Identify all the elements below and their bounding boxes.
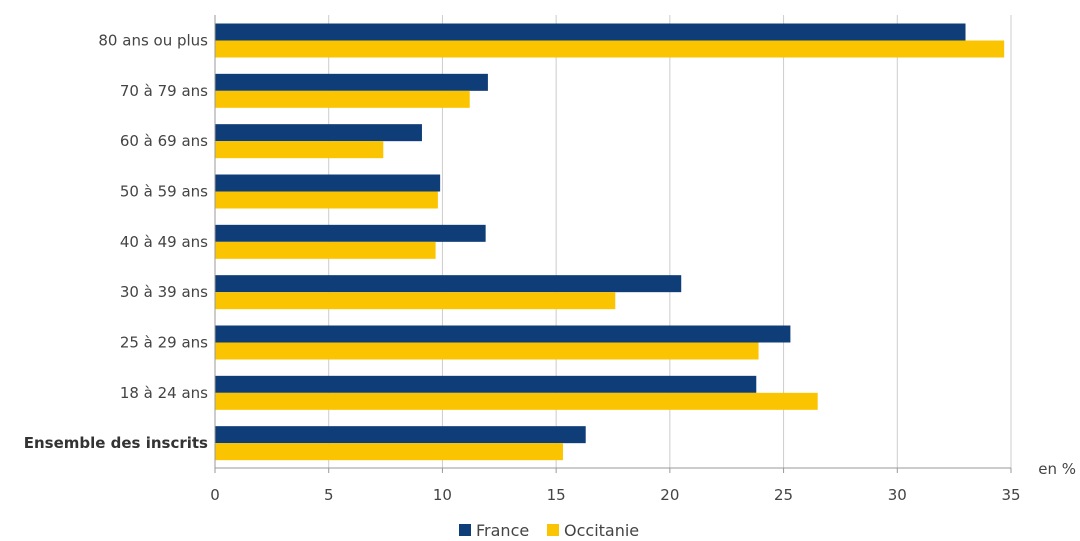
x-unit-label: en % [1038,460,1076,478]
bar-occitanie-4 [215,241,436,259]
legend-swatch-occitanie [547,524,559,536]
legend-label-france: France [476,521,529,540]
bar-france-0 [215,23,966,41]
legend-label-occitanie: Occitanie [564,521,639,540]
bar-france-2 [215,124,422,142]
bars [215,23,1005,461]
category-labels: 80 ans ou plus 70 à 79 ans 60 à 69 ans 50 à… [24,32,208,453]
bar-france-3 [215,174,441,192]
category-label: 18 à 24 ans [120,384,208,402]
bar-occitanie-3 [215,191,438,209]
bar-occitanie-2 [215,141,384,159]
legend: France Occitanie [459,521,639,540]
category-label: 80 ans ou plus [98,32,208,50]
category-label: Ensemble des inscrits [24,434,208,452]
x-tick-label: 15 [547,486,566,504]
legend-swatch-france [459,524,471,536]
x-tick-label: 20 [660,486,679,504]
x-tick-label: 35 [1001,486,1020,504]
x-tick-label: 0 [210,486,220,504]
axes [214,15,1012,473]
x-tick-label: 25 [774,486,793,504]
bar-france-6 [215,325,791,343]
x-tick-label: 10 [433,486,452,504]
category-label: 30 à 39 ans [120,283,208,301]
bar-france-4 [215,224,486,242]
bar-occitanie-6 [215,342,759,360]
x-tick-labels: 0 5 10 15 20 25 30 35 [210,486,1020,504]
bar-occitanie-5 [215,292,616,310]
bar-france-1 [215,73,488,91]
category-label: 40 à 49 ans [120,233,208,251]
bar-france-7 [215,375,757,393]
category-label: 60 à 69 ans [120,132,208,150]
category-label: 50 à 59 ans [120,183,208,201]
category-label: 70 à 79 ans [120,82,208,100]
bar-occitanie-7 [215,392,818,410]
bar-occitanie-8 [215,443,563,461]
bar-france-5 [215,275,682,293]
x-tick-label: 30 [888,486,907,504]
x-tick-label: 5 [324,486,334,504]
category-label: 25 à 29 ans [120,334,208,352]
bar-occitanie-1 [215,90,470,108]
bar-france-8 [215,426,586,444]
bar-occitanie-0 [215,40,1005,58]
